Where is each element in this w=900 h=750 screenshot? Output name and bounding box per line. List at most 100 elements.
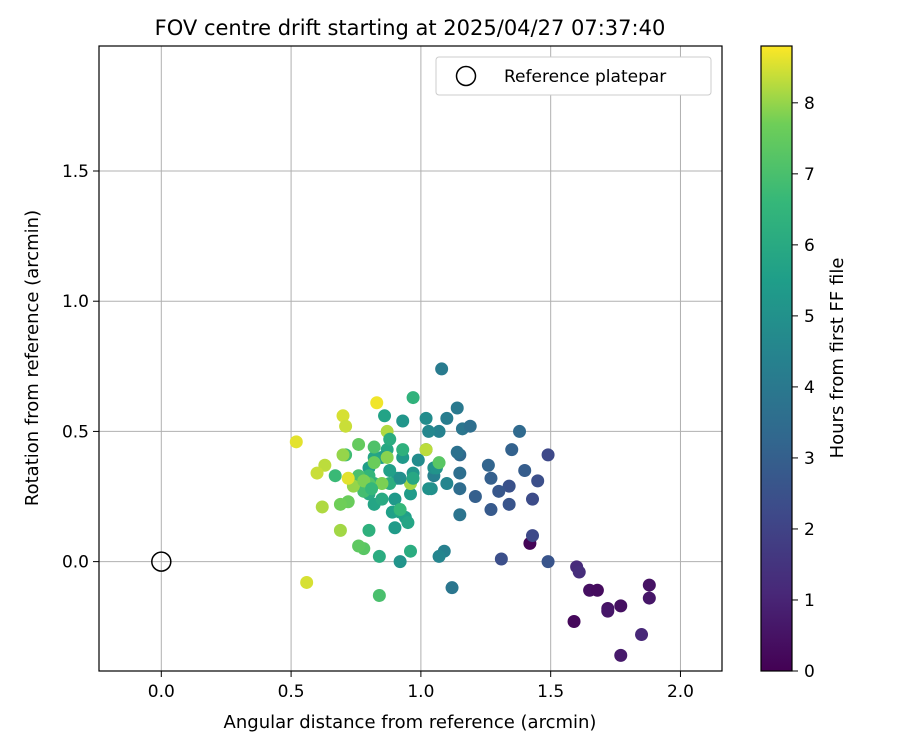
data-point xyxy=(375,492,389,506)
data-point xyxy=(300,575,314,589)
plot-frame xyxy=(98,45,723,672)
data-point xyxy=(380,450,394,464)
data-point xyxy=(484,503,498,517)
data-point xyxy=(481,458,495,472)
data-point xyxy=(635,628,649,642)
data-point xyxy=(333,497,347,511)
reference-circle-icon xyxy=(151,551,172,572)
data-point xyxy=(453,466,467,480)
data-point xyxy=(432,424,446,438)
x-tick-label: 1.0 xyxy=(407,682,434,702)
data-point xyxy=(396,414,410,428)
data-point xyxy=(365,482,379,496)
data-point xyxy=(393,471,407,485)
colorbar-tick-label: 4 xyxy=(804,378,815,398)
data-point xyxy=(526,529,540,543)
data-point xyxy=(468,490,482,504)
x-tick-label: 0.0 xyxy=(148,682,175,702)
data-point xyxy=(531,474,545,488)
data-point xyxy=(445,581,459,595)
data-point xyxy=(642,578,656,592)
data-point xyxy=(333,523,347,537)
y-tick-label: 0.5 xyxy=(62,422,89,442)
data-point xyxy=(289,435,303,449)
legend-label: Reference platepar xyxy=(504,67,666,87)
data-point xyxy=(453,508,467,522)
data-point xyxy=(328,469,342,483)
data-point xyxy=(513,424,527,438)
colorbar-tick-label: 7 xyxy=(804,165,815,185)
data-point xyxy=(432,549,446,563)
data-point xyxy=(432,456,446,470)
data-point xyxy=(388,521,402,535)
data-point xyxy=(463,419,477,433)
data-point xyxy=(541,555,555,569)
data-point xyxy=(406,391,420,405)
x-axis-label: Angular distance from reference (arcmin) xyxy=(224,712,597,733)
data-point xyxy=(352,539,366,553)
data-point xyxy=(440,477,454,490)
legend-box xyxy=(435,56,712,96)
data-point xyxy=(505,443,519,457)
data-point xyxy=(393,555,407,569)
y-tick-label: 1.0 xyxy=(62,292,89,312)
colorbar-tick-label: 6 xyxy=(804,236,815,256)
colorbar-tick-label: 3 xyxy=(804,449,815,469)
legend-open-circle-icon xyxy=(455,65,477,87)
axis-ticks: 0.0 0.5 1.0 1.5 2.0 0.0 0.5 1.0 1.5 xyxy=(62,162,694,702)
data-point xyxy=(406,471,420,485)
data-points xyxy=(289,362,656,662)
colorbar xyxy=(760,45,793,672)
legend: Reference platepar xyxy=(435,56,712,96)
data-point xyxy=(310,466,324,480)
data-point xyxy=(367,456,381,470)
chart-title: FOV centre drift starting at 2025/04/27 … xyxy=(155,16,666,40)
data-point xyxy=(393,503,407,517)
data-point xyxy=(339,419,353,433)
data-point xyxy=(370,396,384,410)
data-point xyxy=(362,523,376,537)
data-point xyxy=(388,492,402,506)
x-tick-label: 1.5 xyxy=(537,682,564,702)
data-point xyxy=(502,479,516,493)
data-point xyxy=(484,471,498,485)
colorbar-label: Hours from first FF file xyxy=(827,258,848,459)
data-point xyxy=(440,411,454,425)
data-point xyxy=(518,463,532,477)
colorbar-tick-label: 8 xyxy=(804,94,815,114)
data-point xyxy=(378,409,392,423)
data-point xyxy=(336,409,350,423)
data-point xyxy=(502,497,516,511)
data-point xyxy=(494,552,508,566)
data-point xyxy=(614,599,628,613)
data-point xyxy=(383,463,397,477)
data-point xyxy=(336,448,350,462)
data-point xyxy=(367,440,381,454)
y-axis-label: Rotation from reference (arcmin) xyxy=(22,210,43,506)
data-point xyxy=(642,591,656,605)
data-point xyxy=(453,482,467,496)
grid-lines xyxy=(99,46,722,671)
colorbar-tick-label: 0 xyxy=(804,662,815,682)
colorbar-tick-label: 2 xyxy=(804,520,815,540)
colorbar-tick-label: 1 xyxy=(804,591,815,611)
data-point xyxy=(419,443,433,457)
x-tick-label: 0.5 xyxy=(278,682,305,702)
data-point xyxy=(372,588,386,602)
data-point xyxy=(492,484,506,498)
data-point xyxy=(375,477,389,490)
colorbar-tick-label: 5 xyxy=(804,307,815,327)
data-point xyxy=(614,648,628,662)
colorbar-ticks: 0 1 2 3 4 5 6 7 8 xyxy=(792,94,815,682)
data-point xyxy=(450,401,464,415)
data-point xyxy=(422,482,436,496)
data-point xyxy=(435,362,449,376)
data-point xyxy=(404,544,417,558)
data-point xyxy=(352,437,366,451)
data-point xyxy=(404,487,417,501)
data-point xyxy=(572,565,586,579)
reference-marker xyxy=(151,551,172,572)
data-point xyxy=(396,443,410,457)
data-point xyxy=(383,432,397,446)
